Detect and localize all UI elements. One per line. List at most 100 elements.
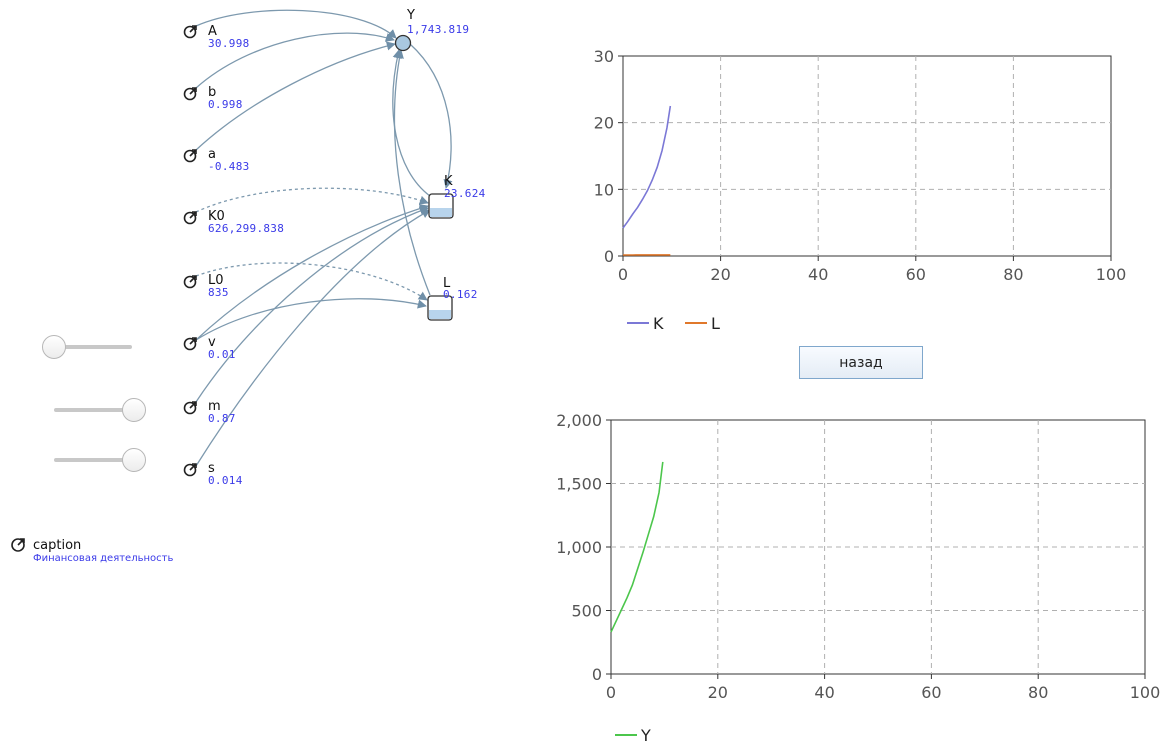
stock-fill [430, 208, 452, 217]
x-tick-label: 100 [1130, 683, 1161, 702]
x-tick-label: 100 [1096, 265, 1127, 284]
link-v-k [195, 204, 429, 341]
caption-name: caption [33, 538, 81, 553]
stock-value: 0.162 [443, 288, 478, 301]
param-node-m[interactable]: m 0.87 [183, 399, 236, 425]
x-tick-label: 0 [606, 683, 616, 702]
x-tick-label: 0 [618, 265, 628, 284]
param-value: 835 [208, 286, 229, 299]
link-y-k [409, 43, 453, 189]
y-tick-label: 500 [571, 602, 602, 621]
link-a2-y [195, 41, 396, 151]
param-node-A[interactable]: A 30.998 [183, 24, 250, 50]
legend-label-Y: Y [640, 726, 651, 745]
variable-value: 1,743.819 [407, 23, 469, 36]
slider-s[interactable] [54, 448, 146, 472]
param-name: s [208, 461, 215, 476]
param-value: 626,299.838 [208, 222, 284, 235]
model-diagram: A 30.998 b 0.998 a -0.483 K0 626,299.838… [11, 8, 486, 564]
back-button[interactable]: назад [799, 346, 923, 379]
param-name: m [208, 399, 221, 414]
slider-v[interactable] [42, 335, 134, 359]
y-tick-label: 0 [604, 247, 614, 266]
x-tick-label: 40 [808, 265, 828, 284]
param-name: a [208, 147, 216, 162]
param-name: b [208, 85, 216, 100]
chart-y: 0 20 40 60 80 100 0 500 1,000 1,500 2,000 Y [556, 411, 1161, 745]
x-tick-label: 80 [1003, 265, 1023, 284]
param-name: K0 [208, 209, 225, 224]
y-tick-label: 0 [592, 665, 602, 684]
param-name: A [208, 24, 217, 39]
stock-node-K[interactable]: K 23.624 [428, 174, 486, 219]
param-node-L0[interactable]: L0 835 [183, 273, 229, 299]
caption-node[interactable]: caption Финансовая деятельность [11, 538, 173, 564]
param-value: 0.014 [208, 474, 243, 487]
stock-node-L[interactable]: L 0.162 [427, 276, 478, 321]
variable-icon [394, 34, 412, 52]
link-m-k [195, 206, 429, 403]
param-node-a[interactable]: a -0.483 [183, 147, 250, 173]
arrow-icon [189, 463, 197, 471]
stock-name: K [444, 174, 453, 189]
param-value: 0.998 [208, 98, 243, 111]
y-tick-label: 1,500 [556, 475, 602, 494]
chart-k-l: 0 20 40 60 80 100 0 10 20 30 K L [594, 47, 1127, 333]
x-tick-label: 20 [708, 683, 728, 702]
link-b-y [195, 32, 395, 89]
y-tick-label: 30 [594, 47, 614, 66]
arrow-icon [17, 538, 25, 546]
param-name: v [208, 335, 216, 350]
arrow-icon [189, 211, 197, 219]
legend-label-K: K [653, 314, 664, 333]
stock-fill [429, 310, 451, 319]
caption-value: Финансовая деятельность [33, 553, 173, 564]
arrow-icon [189, 87, 197, 95]
links [195, 9, 453, 467]
x-tick-label: 40 [814, 683, 834, 702]
param-name: L0 [208, 273, 224, 288]
link-k-y [392, 49, 431, 197]
arrow-icon [189, 275, 197, 283]
variable-name: Y [406, 8, 415, 23]
slider-thumb[interactable] [42, 335, 66, 359]
param-value: 0.01 [208, 348, 236, 361]
x-tick-label: 20 [710, 265, 730, 284]
param-node-b[interactable]: b 0.998 [183, 85, 243, 111]
arrow-icon [189, 25, 197, 33]
arrow-icon [189, 401, 197, 409]
slider-thumb[interactable] [122, 448, 146, 472]
link-l-y [393, 49, 431, 296]
series-line-K [622, 105, 672, 229]
x-tick-label: 80 [1028, 683, 1048, 702]
x-tick-label: 60 [906, 265, 926, 284]
slider-track [54, 408, 134, 412]
link-a-y [195, 9, 397, 39]
param-node-v[interactable]: v 0.01 [183, 335, 236, 361]
param-node-K0[interactable]: K0 626,299.838 [183, 209, 285, 235]
slider-track [54, 345, 132, 349]
y-tick-label: 10 [594, 180, 614, 199]
slider-thumb[interactable] [122, 398, 146, 422]
series-line-Y [610, 461, 664, 633]
x-tick-label: 60 [921, 683, 941, 702]
param-value: 0.87 [208, 412, 236, 425]
legend-label-L: L [711, 314, 720, 333]
slider-m[interactable] [54, 398, 146, 422]
link-k0-k [195, 187, 429, 213]
arrow-icon [189, 149, 197, 157]
stock-value: 23.624 [444, 187, 486, 200]
variable-node-Y[interactable]: Y 1,743.819 [394, 8, 470, 52]
link-s-k [195, 209, 431, 467]
y-tick-label: 2,000 [556, 411, 602, 430]
param-value: -0.483 [208, 160, 250, 173]
param-value: 30.998 [208, 37, 250, 50]
slider-track [54, 458, 134, 462]
link-v-l [195, 298, 427, 341]
y-tick-label: 1,000 [556, 538, 602, 557]
arrow-icon [189, 337, 197, 345]
stock-name: L [443, 276, 451, 291]
plot-area [622, 55, 1112, 257]
param-node-s[interactable]: s 0.014 [183, 461, 243, 487]
link-l0-l [195, 262, 428, 301]
